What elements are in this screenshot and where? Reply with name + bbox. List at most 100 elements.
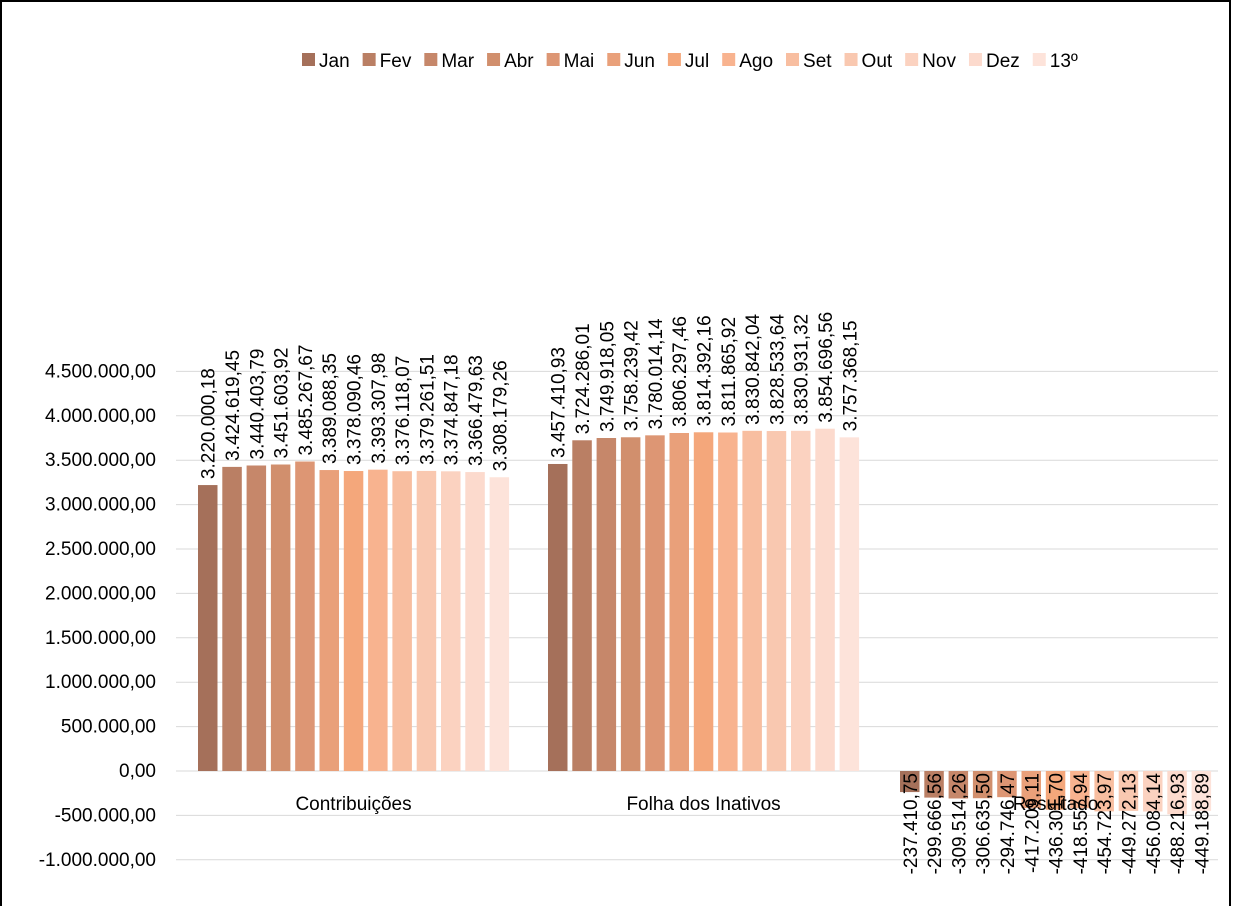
bar <box>742 430 762 771</box>
legend-swatch <box>905 53 919 66</box>
legend-label: 13º <box>1050 51 1078 72</box>
y-tick-label: 1.500.000,00 <box>45 628 156 649</box>
legend-swatch <box>722 53 736 66</box>
data-label: 3.828.533,64 <box>767 314 788 425</box>
bar <box>972 771 993 799</box>
data-label: -418.557,94 <box>1071 773 1092 875</box>
legend-label: Abr <box>504 51 534 72</box>
bar <box>1167 771 1187 815</box>
bar <box>465 472 485 771</box>
bar <box>489 477 510 771</box>
data-label: 3.757.368,15 <box>840 320 861 431</box>
y-tick-label: 3.000.000,00 <box>45 495 156 516</box>
data-label: 3.378.090,46 <box>345 354 366 465</box>
bar <box>620 437 641 771</box>
data-label: 3.379.261,51 <box>417 354 438 465</box>
bar <box>1143 771 1163 812</box>
legend-label: Jun <box>624 51 655 72</box>
bar <box>1191 771 1212 811</box>
bar <box>548 463 568 771</box>
bar <box>1021 771 1041 809</box>
data-label: -299.666,56 <box>925 773 946 874</box>
y-tick-label: -500.000,00 <box>55 805 156 826</box>
legend-label: Dez <box>986 51 1020 72</box>
legend-swatch <box>424 53 438 66</box>
data-label: -488.216,93 <box>1168 773 1189 874</box>
bar <box>295 461 315 771</box>
legend-swatch <box>1032 53 1046 66</box>
legend-swatch <box>786 53 800 66</box>
legend-label: Jan <box>319 51 350 72</box>
data-label: 3.366.479,63 <box>466 355 487 466</box>
data-label: 3.854.696,56 <box>816 312 837 423</box>
data-label: 3.457.410,93 <box>549 347 570 458</box>
y-tick-label: 1.000.000,00 <box>45 672 156 693</box>
y-tick-label: 0,00 <box>119 761 156 782</box>
category-label: Folha dos Inativos <box>626 794 780 815</box>
legend-swatch <box>667 53 681 66</box>
legend-label: Mai <box>564 51 595 72</box>
bar <box>1070 771 1090 809</box>
bar <box>416 470 437 771</box>
legend-swatch <box>302 53 315 66</box>
bar <box>924 771 944 798</box>
legend-label: Out <box>862 51 893 72</box>
bar <box>669 433 689 771</box>
y-tick-label: 2.500.000,00 <box>45 539 156 560</box>
bar <box>572 440 592 771</box>
data-label: -306.635,50 <box>974 773 995 874</box>
data-label: 3.814.392,16 <box>695 315 716 426</box>
bar <box>645 435 665 771</box>
data-label: 3.485.267,67 <box>296 345 317 456</box>
y-tick-label: 4.000.000,00 <box>45 406 156 427</box>
bar <box>441 471 461 771</box>
data-label: -309.514,26 <box>949 773 970 874</box>
data-label: 3.749.918,05 <box>597 321 618 432</box>
data-label: -237.410,75 <box>901 773 922 874</box>
category-label: Resultado <box>1013 794 1099 815</box>
data-label: 3.440.403,79 <box>247 349 268 460</box>
legend-label: Nov <box>922 51 956 72</box>
y-tick-label: -1.000.000,00 <box>39 850 156 871</box>
bar <box>948 771 969 799</box>
bar <box>900 771 920 793</box>
bar <box>815 428 835 771</box>
bar <box>839 437 860 771</box>
data-label: 3.374.847,18 <box>442 354 463 465</box>
category-label: Contribuições <box>295 794 411 815</box>
bar <box>368 469 388 771</box>
y-tick-label: 4.500.000,00 <box>45 361 156 382</box>
data-label: -449.188,89 <box>1192 773 1213 874</box>
data-label: -294.746,47 <box>998 773 1019 874</box>
bar <box>198 485 218 771</box>
y-tick-label: 3.500.000,00 <box>45 450 156 471</box>
legend-swatch <box>362 53 376 66</box>
bar <box>392 471 412 771</box>
data-label: 3.806.297,46 <box>670 316 691 427</box>
data-label: 3.451.603,92 <box>272 348 293 459</box>
bar <box>1045 771 1066 810</box>
data-label: -449.272,13 <box>1119 773 1140 874</box>
legend-label: Ago <box>739 51 773 72</box>
data-label: 3.758.239,42 <box>622 320 643 431</box>
legend-swatch <box>546 53 560 66</box>
data-label: -417.209,11 <box>1022 773 1043 873</box>
legend-label: Set <box>803 51 832 72</box>
bar <box>693 432 714 771</box>
data-label: 3.424.619,45 <box>223 350 244 461</box>
bar <box>319 470 339 771</box>
data-label: -454.723,97 <box>1095 773 1116 874</box>
data-label: -436.301,70 <box>1047 773 1068 874</box>
data-label: 3.389.088,35 <box>320 353 341 464</box>
bar <box>791 430 811 771</box>
bar <box>343 471 364 771</box>
bar <box>718 432 738 771</box>
data-label: 3.393.307,98 <box>369 353 390 464</box>
legend-label: Fev <box>380 51 412 72</box>
data-label: -456.084,14 <box>1144 773 1165 875</box>
legend-label: Mar <box>441 51 474 72</box>
bar <box>222 466 242 771</box>
data-label: 3.220.000,18 <box>199 368 220 479</box>
bar <box>246 465 267 771</box>
bar <box>766 431 787 771</box>
